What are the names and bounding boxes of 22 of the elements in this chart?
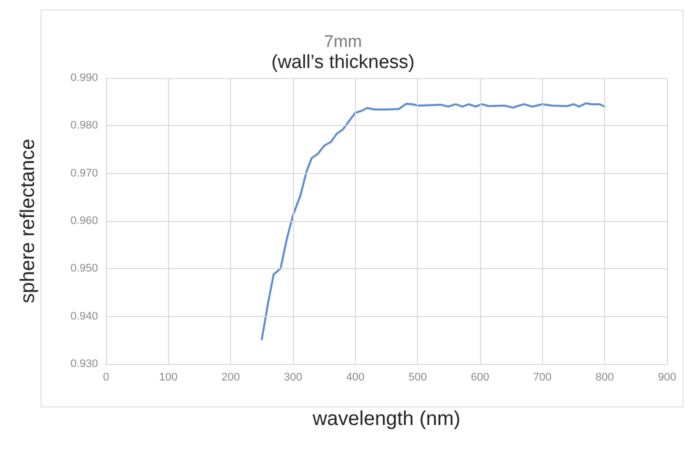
y-tick-label: 0.970 [70,167,98,180]
y-axis-title: sphere reflectance [17,138,39,304]
y-tick-label: 0.960 [70,215,98,227]
y-tick-label: 0.950 [70,262,98,275]
x-tick-label: 900 [658,372,676,384]
y-tick-label: 0.940 [70,310,98,322]
x-tick-label: 200 [221,372,240,384]
x-tick-label: 500 [408,372,427,384]
x-tick-label: 600 [470,372,490,384]
chart-subtitle: (wall’s thickness) [271,52,415,73]
x-tick-label: 400 [346,372,365,384]
x-tick-label: 100 [159,372,178,384]
x-tick-label: 800 [595,372,614,384]
chart-title: 7mm [324,32,362,51]
x-tick-label: 0 [102,372,110,384]
x-axis-title: wavelength (nm) [312,408,460,430]
y-tick-label: 0.990 [70,72,98,84]
y-tick-label: 0.930 [70,358,98,370]
line-series [260,102,606,340]
x-tick-label: 700 [533,372,552,384]
y-tick-label: 0.980 [70,120,98,132]
x-tick-label: 300 [284,372,302,384]
